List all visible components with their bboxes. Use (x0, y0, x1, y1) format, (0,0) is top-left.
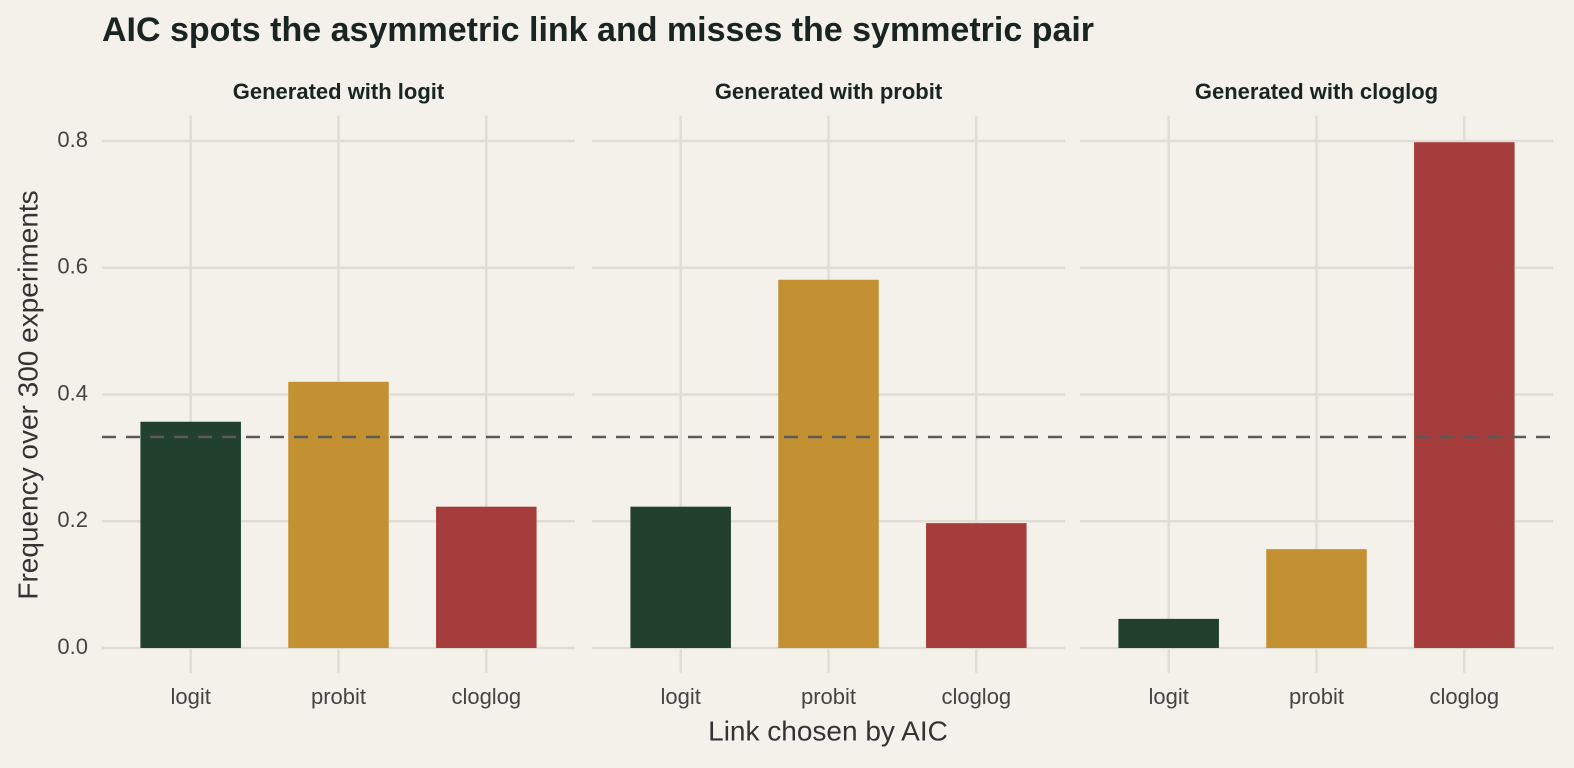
x-tick-label: logit (661, 684, 701, 709)
bar (288, 381, 389, 649)
x-tick-label: probit (311, 684, 366, 709)
y-tick-label: 0.4 (57, 380, 88, 405)
bar (1266, 549, 1367, 649)
x-tick-label: probit (801, 684, 856, 709)
facet-title: Generated with logit (233, 79, 445, 104)
bar (140, 421, 241, 649)
y-tick-label: 0.2 (57, 507, 88, 532)
bar (1414, 142, 1515, 649)
x-tick-label: cloglog (941, 684, 1011, 709)
x-axis-label: Link chosen by AIC (708, 715, 948, 746)
x-tick-label: cloglog (451, 684, 521, 709)
x-tick-label: logit (171, 684, 211, 709)
y-tick-label: 0.8 (57, 127, 88, 152)
x-tick-label: logit (1149, 684, 1189, 709)
bar (778, 279, 879, 649)
y-tick-label: 0.0 (57, 634, 88, 659)
y-tick-label: 0.6 (57, 254, 88, 279)
facet-title: Generated with probit (715, 79, 943, 104)
facet-title: Generated with cloglog (1195, 79, 1438, 104)
x-tick-label: probit (1289, 684, 1344, 709)
x-tick-label: cloglog (1429, 684, 1499, 709)
bar (630, 506, 731, 649)
chart-title: AIC spots the asymmetric link and misses… (102, 11, 1094, 49)
bar (436, 506, 537, 649)
bar (926, 523, 1027, 649)
bar (1118, 618, 1219, 649)
y-axis-label: Frequency over 300 experiments (12, 190, 43, 599)
